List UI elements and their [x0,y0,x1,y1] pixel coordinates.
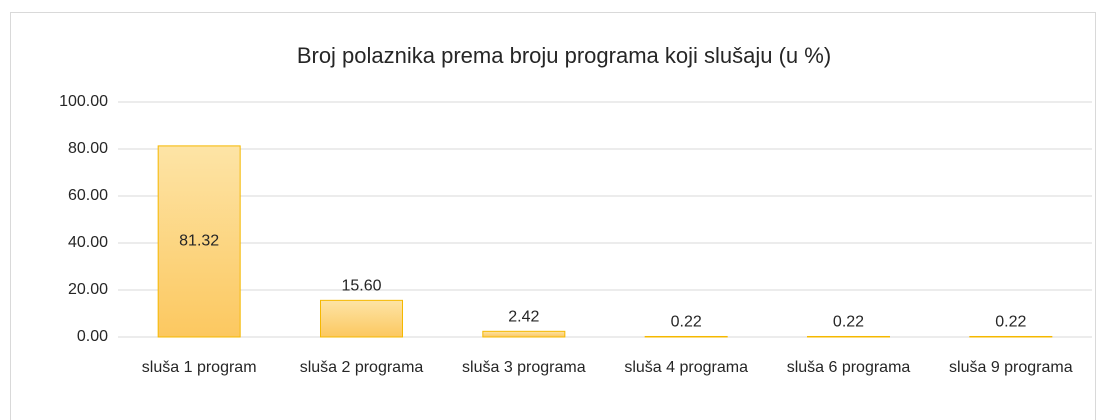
data-label: 0.22 [833,314,864,331]
x-tick-label: sluša 4 programa [624,359,748,376]
x-tick-label: sluša 3 programa [462,359,586,376]
chart-title: Broj polaznika prema broju programa koji… [297,43,831,68]
data-label: 0.22 [671,314,702,331]
chart-border [10,12,1096,420]
y-tick-label: 60.00 [68,187,108,204]
x-tick-label: sluša 9 programa [949,359,1073,376]
bar [807,335,890,338]
data-label: 0.22 [995,314,1026,331]
bar [157,145,241,338]
bar [969,335,1053,338]
x-tick-label: sluša 2 programa [299,359,424,376]
y-tick-label: 80.00 [68,140,108,157]
bar [320,299,403,338]
data-label: 2.42 [508,309,539,326]
y-tick-label: 0.00 [77,328,108,345]
y-tick-label: 20.00 [68,281,108,298]
y-tick-label: 100.00 [59,93,108,110]
y-tick-label: 40.00 [68,234,108,251]
x-tick-label: sluša 6 programa [786,359,911,376]
bar [644,335,728,338]
data-label: 81.32 [179,233,219,250]
x-tick-label: sluša 1 program [141,359,257,376]
data-label: 15.60 [341,278,381,295]
bar [482,330,566,338]
